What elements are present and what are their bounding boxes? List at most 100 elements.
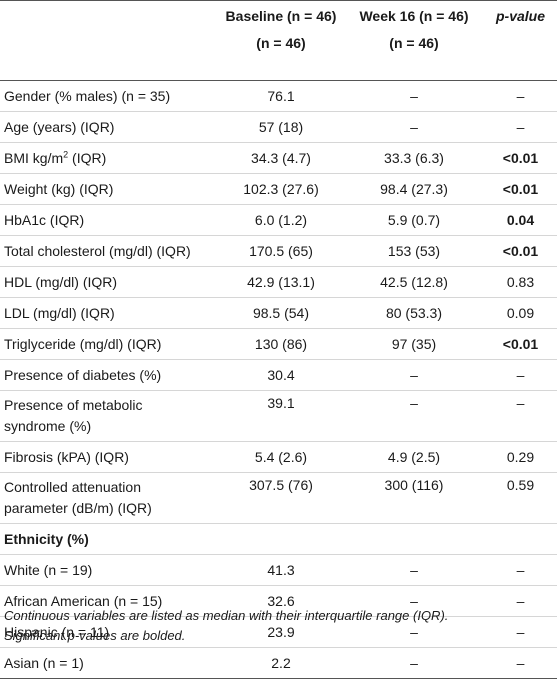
row-p-value: – [484, 585, 557, 617]
row-baseline: 30.4 [218, 359, 344, 391]
row-label-line2: parameter (dB/m) (IQR) [4, 500, 152, 516]
row-week16: – [344, 80, 484, 112]
row-label: HDL (mg/dl) (IQR) [0, 266, 218, 298]
row-label: Gender (% males) (n = 35) [0, 80, 218, 112]
row-week16: – [344, 554, 484, 586]
table-row: Total cholesterol (mg/dl) (IQR) 170.5 (6… [0, 235, 557, 267]
table-row: Presence of metabolic syndrome (%) 39.1 … [0, 390, 557, 442]
row-p-value: 0.29 [484, 441, 557, 473]
header-week16-line1: Week 16 (n = 46) [359, 8, 469, 24]
table-row: Gender (% males) (n = 35) 76.1 – – [0, 80, 557, 112]
section-label: Ethnicity (%) [0, 523, 218, 555]
section-empty-cell [218, 523, 344, 555]
row-label: Weight (kg) (IQR) [0, 173, 218, 205]
row-label-line1: Controlled attenuation [4, 479, 141, 495]
row-label: Fibrosis (kPA) (IQR) [0, 441, 218, 473]
row-label: Hispanic (n = 11) [0, 616, 218, 648]
table-row: HbA1c (IQR) 6.0 (1.2) 5.9 (0.7) 0.04 [0, 204, 557, 236]
row-p-value: 0.83 [484, 266, 557, 298]
row-p-value: – [484, 616, 557, 648]
header-p-value: p-value [484, 0, 557, 81]
row-p-value: <0.01 [484, 235, 557, 267]
row-week16: 42.5 (12.8) [344, 266, 484, 298]
table-row: African American (n = 15) 32.6 – – [0, 585, 557, 617]
row-baseline: 102.3 (27.6) [218, 173, 344, 205]
row-label: LDL (mg/dl) (IQR) [0, 297, 218, 329]
row-label: Age (years) (IQR) [0, 111, 218, 143]
row-p-value: <0.01 [484, 173, 557, 205]
row-week16: 300 (116) [344, 472, 484, 524]
row-p-value: 0.04 [484, 204, 557, 236]
row-baseline: 98.5 (54) [218, 297, 344, 329]
row-p-value: <0.01 [484, 328, 557, 360]
row-p-value: 0.59 [484, 472, 557, 524]
row-p-value: <0.01 [484, 142, 557, 174]
row-baseline: 170.5 (65) [218, 235, 344, 267]
header-baseline-line2: (n = 46) [256, 35, 306, 51]
row-week16: – [344, 359, 484, 391]
row-p-value: – [484, 390, 557, 442]
section-empty-cell [344, 523, 484, 555]
table-row: Hispanic (n = 11) 23.9 – – [0, 616, 557, 648]
header-baseline: Baseline (n = 46) (n = 46) [218, 0, 344, 81]
row-label-line1: Presence of metabolic [4, 397, 143, 413]
table-row: Asian (n = 1) 2.2 – – [0, 647, 557, 679]
row-week16: 98.4 (27.3) [344, 173, 484, 205]
row-p-value: – [484, 554, 557, 586]
row-week16: – [344, 585, 484, 617]
table-row: LDL (mg/dl) (IQR) 98.5 (54) 80 (53.3) 0.… [0, 297, 557, 329]
row-p-value: 0.09 [484, 297, 557, 329]
row-p-value: – [484, 111, 557, 143]
table-row: White (n = 19) 41.3 – – [0, 554, 557, 586]
row-label-pre: BMI kg/m [4, 150, 64, 166]
row-week16: 80 (53.3) [344, 297, 484, 329]
row-baseline: 23.9 [218, 616, 344, 648]
row-p-value: – [484, 359, 557, 391]
table-row: Presence of diabetes (%) 30.4 – – [0, 359, 557, 391]
row-label: Presence of diabetes (%) [0, 359, 218, 391]
row-week16: – [344, 390, 484, 442]
row-label-sup: 2 [63, 149, 69, 160]
header-week16-line2: (n = 46) [389, 35, 439, 51]
table-row: BMI kg/m2 (IQR) 34.3 (4.7) 33.3 (6.3) <0… [0, 142, 557, 174]
row-baseline: 76.1 [218, 80, 344, 112]
row-week16: – [344, 616, 484, 648]
row-baseline: 130 (86) [218, 328, 344, 360]
table-row: Controlled attenuation parameter (dB/m) … [0, 472, 557, 524]
row-week16: 33.3 (6.3) [344, 142, 484, 174]
row-baseline: 34.3 (4.7) [218, 142, 344, 174]
row-baseline: 5.4 (2.6) [218, 441, 344, 473]
row-label: Controlled attenuation parameter (dB/m) … [0, 472, 218, 524]
row-label: African American (n = 15) [0, 585, 218, 617]
row-label: Presence of metabolic syndrome (%) [0, 390, 218, 442]
table-header-row: Baseline (n = 46) (n = 46) Week 16 (n = … [0, 0, 557, 81]
section-empty-cell [484, 523, 557, 555]
row-label: Asian (n = 1) [0, 647, 218, 679]
row-week16: 5.9 (0.7) [344, 204, 484, 236]
row-label-post: (IQR) [68, 150, 107, 166]
row-week16: 153 (53) [344, 235, 484, 267]
row-baseline: 42.9 (13.1) [218, 266, 344, 298]
row-week16: 97 (35) [344, 328, 484, 360]
header-baseline-line1: Baseline (n = 46) [225, 8, 337, 24]
row-label: Triglyceride (mg/dl) (IQR) [0, 328, 218, 360]
footnote-line2: Significant p-values are bolded. [4, 628, 186, 643]
row-label: BMI kg/m2 (IQR) [0, 142, 218, 174]
row-p-value: – [484, 80, 557, 112]
row-label: White (n = 19) [0, 554, 218, 586]
footnote-line1: Continuous variables are listed as media… [4, 608, 449, 623]
row-label-line2: syndrome (%) [4, 418, 92, 434]
row-baseline: 39.1 [218, 390, 344, 442]
section-row: Ethnicity (%) [0, 523, 557, 555]
table-footnote: Continuous variables are listed as media… [4, 606, 554, 646]
table-row: HDL (mg/dl) (IQR) 42.9 (13.1) 42.5 (12.8… [0, 266, 557, 298]
table-row: Fibrosis (kPA) (IQR) 5.4 (2.6) 4.9 (2.5)… [0, 441, 557, 473]
row-label: Total cholesterol (mg/dl) (IQR) [0, 235, 218, 267]
row-week16: – [344, 647, 484, 679]
row-baseline: 307.5 (76) [218, 472, 344, 524]
row-baseline: 41.3 [218, 554, 344, 586]
row-week16: – [344, 111, 484, 143]
row-baseline: 32.6 [218, 585, 344, 617]
